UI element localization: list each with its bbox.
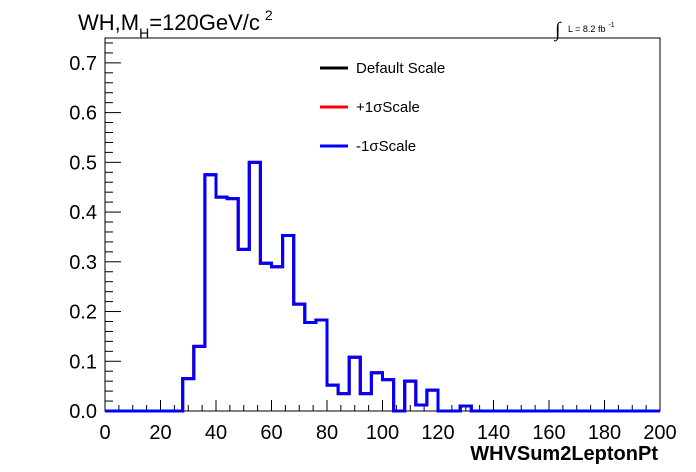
x-tick-label: 80	[316, 422, 338, 444]
x-tick-label: 200	[643, 422, 676, 444]
legend-label-1: +1σScale	[356, 99, 420, 116]
title-subscript: H	[139, 25, 149, 41]
y-tick-label: 0.5	[69, 152, 97, 174]
title-superscript: 2	[265, 7, 273, 23]
y-tick-label: 0.1	[69, 351, 97, 373]
x-tick-label: 140	[477, 422, 510, 444]
x-tick-label: 180	[588, 422, 621, 444]
lumi-text: L = 8.2 fb	[568, 24, 605, 34]
legend-label-0: Default Scale	[356, 60, 445, 77]
x-tick-label: 120	[421, 422, 454, 444]
y-tick-label: 0.6	[69, 103, 97, 125]
x-tick-label: 20	[149, 422, 171, 444]
lumi-superscript: -1	[608, 22, 614, 29]
axis-tick-labels: 0 20 40 60 80 100 120 140 160 180 200 0.0 0.1 0.2 0.3 0…	[69, 53, 677, 444]
lumi-label: L = 8.2 fb -1	[568, 22, 615, 34]
title-rest: =120GeV/c	[149, 10, 260, 35]
x-axis-label: WHVSum2LeptonPt	[470, 443, 658, 465]
x-tick-label: 40	[205, 422, 227, 444]
y-tick-label: 0.0	[69, 401, 97, 423]
title-main: WH,M	[78, 10, 139, 35]
lumi-integral-sign: ∫	[553, 19, 562, 42]
chart-title: WH,MH=120GeV/c 2	[78, 7, 273, 41]
histogram-series	[105, 160, 660, 413]
x-tick-label: 60	[260, 422, 282, 444]
x-tick-label: 100	[366, 422, 399, 444]
series-line-2	[105, 160, 660, 413]
y-tick-label: 0.4	[69, 202, 97, 224]
legend-label-2: -1σScale	[356, 138, 416, 155]
plot-frame	[104, 37, 661, 412]
y-tick-label: 0.2	[69, 302, 97, 324]
x-tick-label: 160	[532, 422, 565, 444]
y-tick-label: 0.7	[69, 53, 97, 75]
y-tick-label: 0.3	[69, 252, 97, 274]
legend: Default Scale +1σScale -1σScale	[320, 60, 445, 155]
x-tick-label: 0	[99, 422, 110, 444]
